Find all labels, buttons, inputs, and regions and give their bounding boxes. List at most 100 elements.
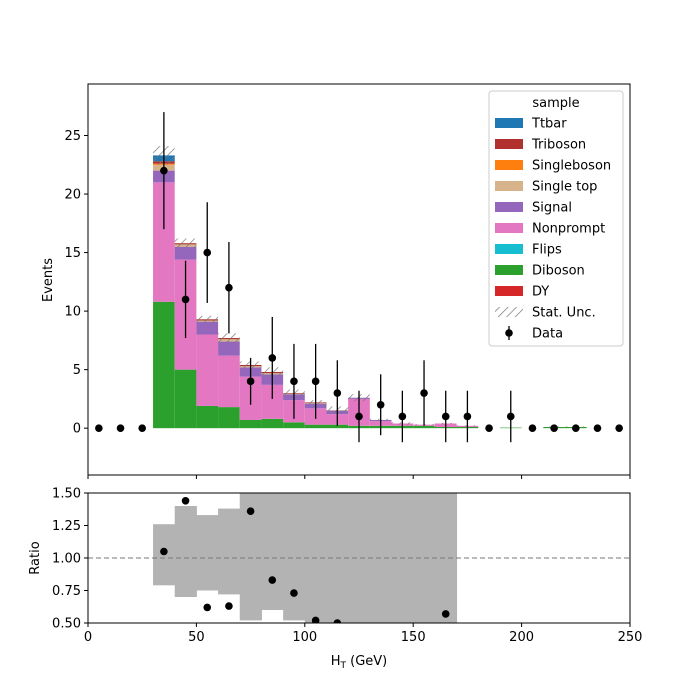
ratio-plot-frame <box>87 492 631 624</box>
legend-entry: Ttbar <box>495 117 567 132</box>
ratio-point <box>246 507 255 515</box>
ratio-unc-band <box>239 493 262 621</box>
legend-label: Ttbar <box>531 117 567 132</box>
legend-swatch-flips <box>495 244 523 254</box>
ratio-y-axis-label: Ratio <box>28 541 43 574</box>
ratio-point <box>333 619 342 623</box>
data-point <box>615 424 623 432</box>
data-point <box>572 424 580 432</box>
legend-entry: Singleboson <box>495 159 611 174</box>
main-y-tick-label: 20 <box>64 188 81 203</box>
legend-entry: Data <box>505 326 563 342</box>
ratio-point <box>441 610 450 618</box>
bar-diboson <box>196 405 219 429</box>
ratio-unc-band <box>283 493 306 621</box>
legend-label: Data <box>532 327 563 342</box>
legend-label: Stat. Unc. <box>532 306 596 321</box>
ratio-point <box>225 602 233 610</box>
legend-entry: Diboson <box>495 264 585 279</box>
main-y-tick-label: 10 <box>64 305 81 320</box>
data-point <box>311 377 320 386</box>
stat-unc-band <box>174 238 197 248</box>
bar-signal <box>218 341 240 356</box>
legend-entry: Single top <box>495 180 597 195</box>
ratio-unc-band <box>434 493 458 623</box>
ratio-y-tick-label: 0.75 <box>52 584 81 599</box>
data-point <box>506 412 515 421</box>
legend-frame <box>488 90 624 347</box>
legend-swatch-singleboson <box>495 160 523 170</box>
x-axis-label-text: HT (GeV) <box>331 654 388 671</box>
data-point <box>225 283 233 292</box>
ratio-plot-panel: 0.50 0.75 1.00 1.25 1.50 0 50 100 150 200 250 Rati… <box>28 487 642 672</box>
ratio-point <box>290 589 298 597</box>
bar-diboson <box>239 419 262 429</box>
bar-nonprompt <box>196 334 219 406</box>
legend-swatch-diboson <box>495 265 523 275</box>
ratio-unc-band <box>218 508 241 595</box>
bar-diboson <box>153 301 175 429</box>
data-point <box>181 295 190 304</box>
legend-swatch-dy <box>495 286 523 296</box>
x-tick-label: 50 <box>188 630 205 645</box>
ratio-point <box>181 497 190 505</box>
main-y-tick-label: 5 <box>73 363 81 378</box>
x-axis-label: HT (GeV) <box>331 654 388 671</box>
legend-label: Nonprompt <box>532 222 605 237</box>
ratio-unc-band <box>174 506 197 597</box>
bar-signal <box>196 321 219 335</box>
legend-label: Flips <box>532 243 562 258</box>
ratio-point <box>268 576 277 584</box>
ratio-y-tick-label: 1.25 <box>52 519 81 534</box>
main-plot-frame <box>87 83 631 476</box>
data-point <box>333 389 342 397</box>
legend-label: Diboson <box>532 264 585 279</box>
data-point <box>441 412 450 421</box>
data-point <box>550 424 558 432</box>
data-point <box>268 354 277 362</box>
data-point <box>463 412 472 421</box>
legend-title: sample <box>532 96 579 111</box>
legend-label: Single top <box>532 180 597 195</box>
main-y-tick-label: 25 <box>64 129 81 144</box>
legend-swatch-stat-unc <box>495 307 523 317</box>
data-point <box>203 248 212 257</box>
legend-entry: Stat. Unc. <box>495 306 596 321</box>
legend-entry: DY <box>495 285 549 300</box>
ratio-y-tick-label: 0.50 <box>52 617 81 632</box>
bar-signal <box>174 246 197 260</box>
ratio-point <box>311 616 320 623</box>
legend-label: Triboson <box>531 138 586 153</box>
legend-data-marker <box>505 329 513 337</box>
ratio-unc-band <box>348 493 371 623</box>
data-point <box>290 377 298 386</box>
bar-nonprompt <box>153 182 175 302</box>
data-point <box>160 166 168 175</box>
data-point <box>95 424 103 432</box>
x-tick-label: 150 <box>401 630 426 645</box>
ratio-unc-band <box>261 493 284 610</box>
legend-entry: Nonprompt <box>495 222 605 237</box>
data-point <box>485 424 493 432</box>
x-tick-label: 200 <box>509 630 534 645</box>
data-point <box>528 424 537 432</box>
stat-unc-band <box>196 315 219 323</box>
main-y-axis-label: Events <box>41 258 56 302</box>
legend: sample Ttbar Triboson Singleboson Single to… <box>488 90 624 347</box>
legend-label: DY <box>532 285 549 300</box>
data-point <box>593 424 602 432</box>
data-point <box>398 412 407 421</box>
legend-entry: Flips <box>495 243 562 258</box>
legend-label: Signal <box>532 201 572 216</box>
data-point <box>376 400 385 409</box>
bar-diboson <box>326 424 349 429</box>
legend-swatch-ttbar <box>495 118 523 128</box>
ratio-y-tick-label: 1.50 <box>52 487 81 502</box>
bar-diboson <box>413 425 435 429</box>
ratio-point <box>203 603 212 612</box>
legend-swatch-single-top <box>495 181 523 191</box>
ratio-unc-band <box>196 515 219 591</box>
bar-nonprompt <box>218 355 240 408</box>
data-point <box>116 424 125 432</box>
